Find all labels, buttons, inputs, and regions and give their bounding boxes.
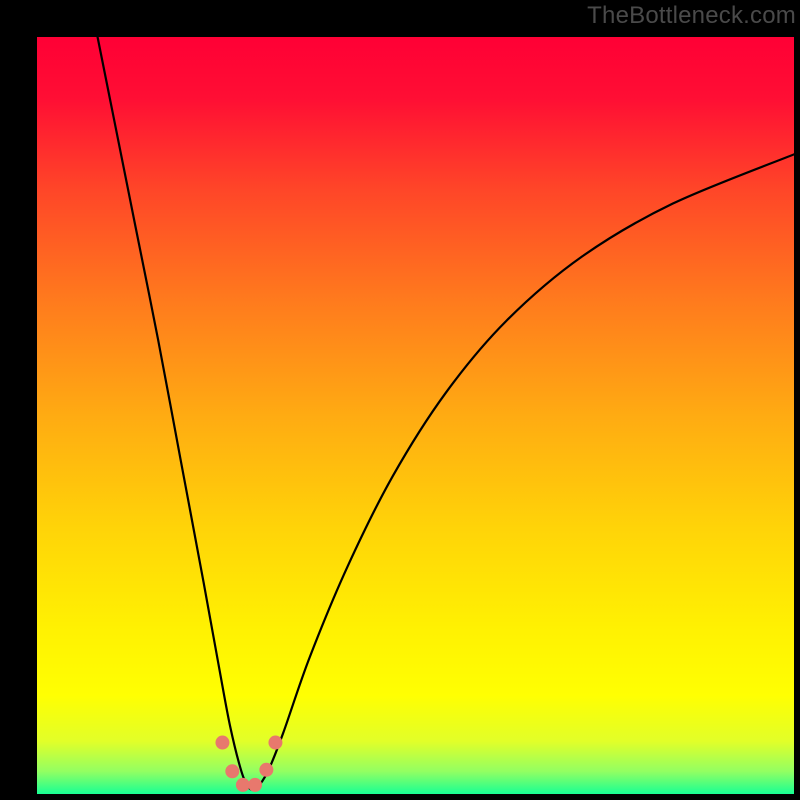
plot-background-gradient [37,37,794,794]
watermark-text: TheBottleneck.com [587,2,796,30]
plot-area [37,37,794,794]
